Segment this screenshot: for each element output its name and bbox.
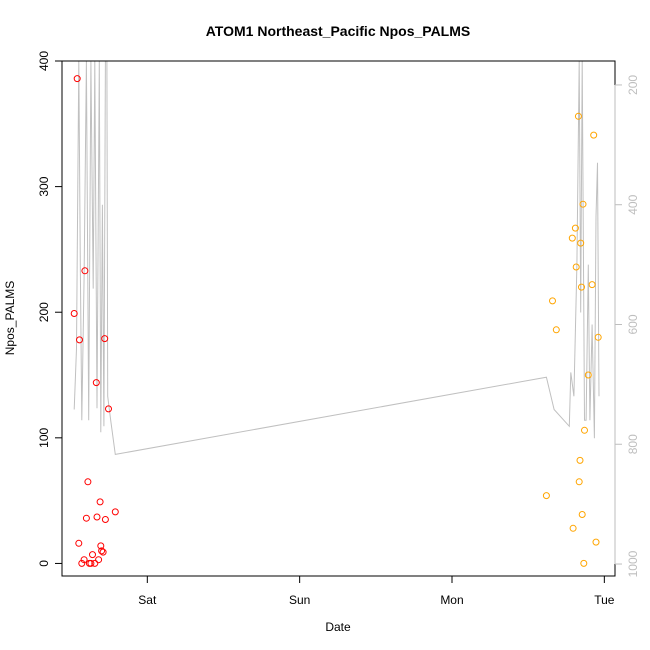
depth-line-layer [73, 61, 600, 455]
x-tick-label-3: Tue [594, 593, 615, 607]
data-point-s0-11 [89, 551, 96, 559]
data-point-s0-10 [87, 559, 95, 567]
depth-series-line [73, 61, 600, 455]
data-point-s1-14 [580, 559, 588, 567]
y-tick-label-4: 400 [37, 51, 51, 71]
data-point-s1-17 [588, 281, 596, 289]
data-point-s0-5 [80, 556, 88, 564]
data-point-s0-20 [101, 335, 109, 343]
data-point-s1-6 [572, 263, 580, 271]
y-tick-label-0: 0 [37, 560, 51, 567]
data-point-s0-2 [75, 539, 83, 547]
data-point-s0-16 [96, 498, 104, 506]
right-tick-label-0: 200 [626, 75, 640, 95]
data-point-s1-20 [594, 333, 602, 341]
data-point-s1-13 [579, 200, 587, 208]
y-axis-label: Npos_PALMS [3, 281, 17, 355]
data-point-s0-17 [97, 542, 105, 550]
data-point-s0-22 [105, 405, 112, 413]
data-point-s1-15 [581, 426, 588, 434]
data-point-s0-1 [73, 75, 81, 83]
data-point-s0-12 [91, 559, 99, 567]
right-tick-label-4: 1000 [626, 550, 640, 577]
data-point-s1-9 [576, 456, 584, 464]
data-point-s0-14 [93, 513, 101, 521]
data-point-s0-19 [99, 548, 107, 556]
right-tick-label-2: 600 [626, 314, 640, 334]
y-tick-label-1: 100 [37, 427, 51, 447]
data-point-s1-19 [592, 538, 600, 546]
x-tick-label-2: Mon [440, 593, 463, 607]
data-point-s1-8 [575, 478, 583, 486]
data-point-s0-18 [98, 547, 106, 555]
y-tick-label-2: 200 [37, 302, 51, 322]
x-tick-label-0: Sat [138, 593, 157, 607]
data-point-s1-18 [590, 131, 598, 139]
left-axis: 0 100 200 300 400 [37, 51, 63, 567]
data-point-s1-12 [578, 511, 586, 518]
data-point-s0-13 [92, 379, 100, 387]
data-point-s1-11 [578, 283, 585, 291]
right-tick-label-1: 400 [626, 194, 640, 214]
data-point-s1-2 [552, 326, 560, 334]
right-tick-label-3: 800 [626, 434, 640, 454]
data-point-s1-5 [571, 224, 579, 232]
data-point-s1-10 [577, 239, 585, 247]
points-layer [70, 75, 602, 567]
data-point-s1-7 [574, 112, 582, 120]
y-tick-label-3: 300 [37, 176, 51, 196]
right-axis: 200 400 600 800 1000 [614, 75, 640, 577]
x-axis-label: Date [325, 620, 351, 634]
data-point-s0-21 [101, 516, 109, 523]
data-point-s1-1 [549, 297, 556, 305]
data-point-s0-4 [78, 559, 86, 567]
data-point-s0-0 [70, 310, 78, 317]
data-point-s0-3 [76, 336, 83, 344]
chart-title: ATOM1 Northeast_Pacific Npos_PALMS [206, 23, 471, 39]
data-point-s0-7 [82, 514, 90, 522]
data-point-s0-8 [84, 478, 92, 486]
data-point-s0-6 [81, 267, 89, 275]
data-point-s0-15 [95, 556, 103, 564]
data-point-s1-0 [542, 492, 550, 500]
bottom-axis: Sat Sun Mon Tue [138, 575, 615, 607]
data-point-s1-16 [584, 371, 592, 379]
data-point-s0-23 [111, 508, 119, 516]
plot-frame [61, 60, 616, 577]
x-tick-label-1: Sun [289, 593, 310, 607]
data-point-s1-4 [569, 524, 577, 532]
data-point-s1-3 [568, 234, 576, 242]
